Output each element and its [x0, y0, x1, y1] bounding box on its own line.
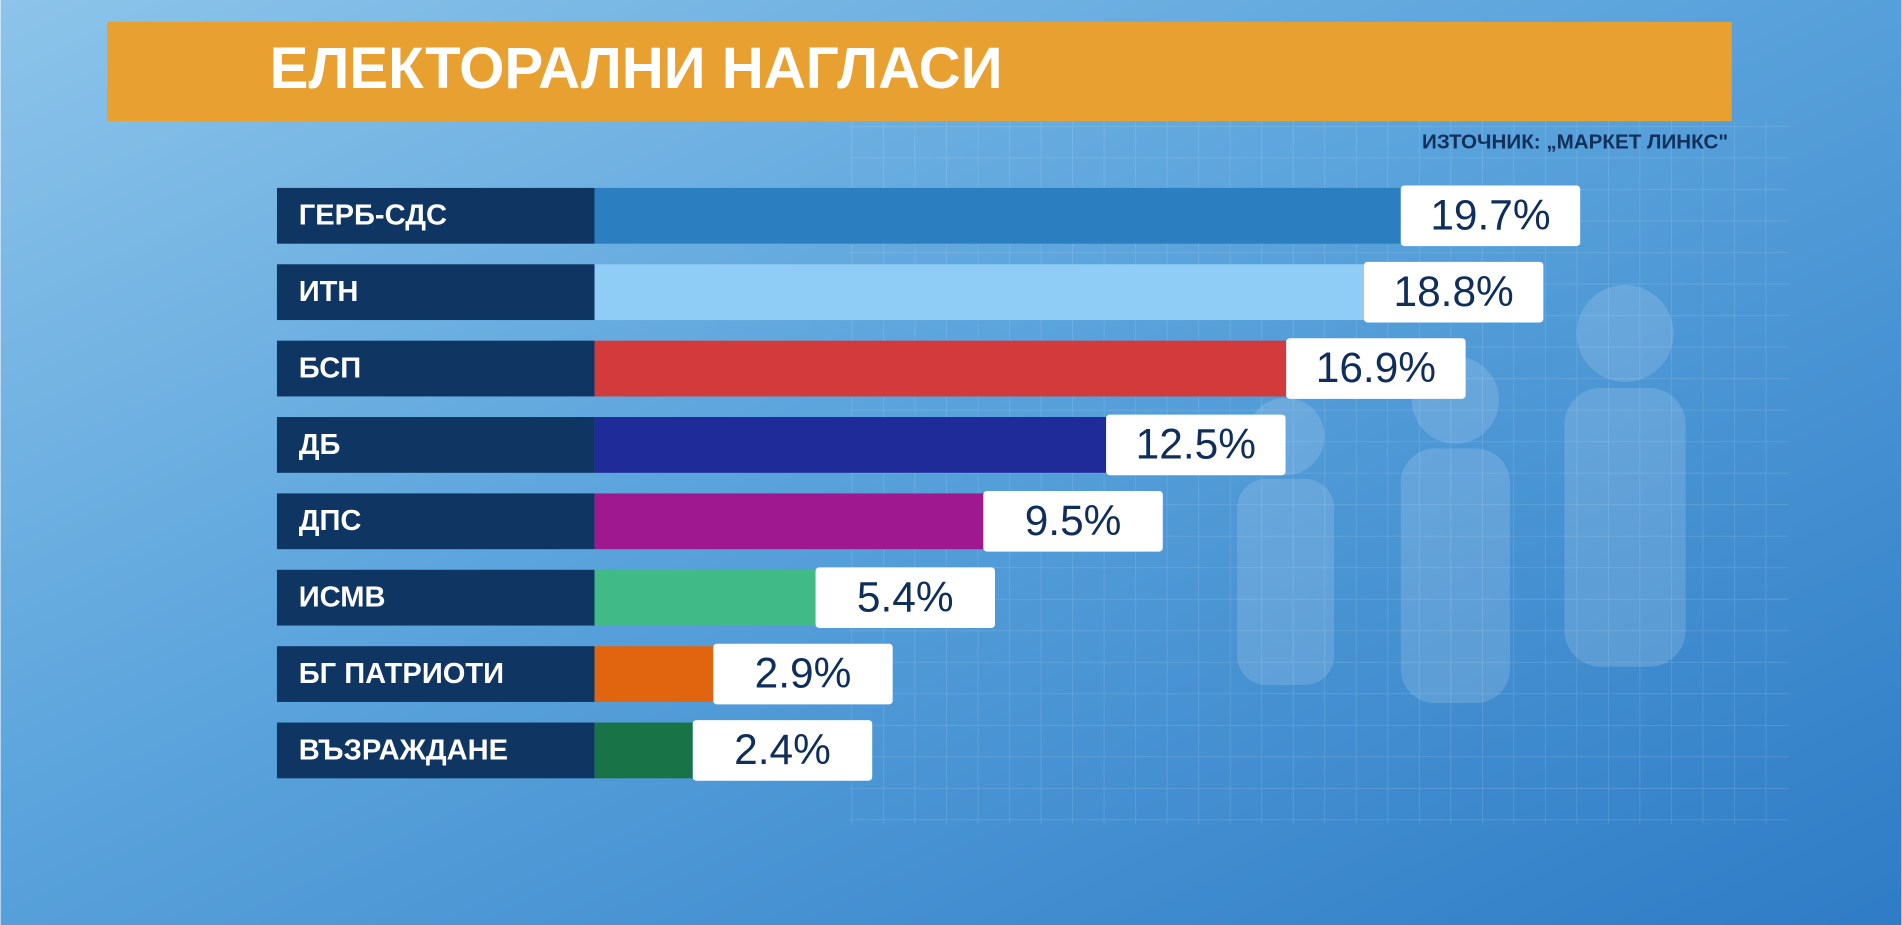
value-label: 12.5% [1136, 421, 1256, 468]
bar [594, 569, 816, 626]
category-box [276, 493, 595, 550]
bar [594, 493, 984, 550]
value-label: 5.4% [857, 573, 954, 620]
category-label: ИТН [299, 276, 359, 308]
value-label-box [1400, 185, 1581, 247]
bar [594, 646, 714, 702]
bar [594, 264, 1364, 321]
category-label: ИСМВ [299, 582, 386, 614]
value-label: 9.5% [1025, 497, 1122, 544]
value-label-box [713, 643, 893, 705]
value-label-box [1286, 338, 1466, 399]
value-label-box [692, 720, 873, 781]
category-label: БСП [299, 352, 361, 384]
value-label: 16.9% [1316, 344, 1436, 391]
value-label: 18.8% [1394, 268, 1514, 315]
bar [594, 417, 1107, 473]
title-bar [107, 21, 1732, 122]
category-box [276, 187, 595, 244]
value-label-box [983, 490, 1163, 552]
category-label: ВЪЗРАЖДАНЕ [299, 734, 508, 766]
value-label: 19.7% [1430, 191, 1550, 238]
category-box [276, 569, 595, 626]
value-label-box [815, 567, 995, 628]
value-label: 2.4% [734, 726, 831, 773]
category-box [276, 340, 595, 397]
chart-title: ЕЛЕКТОРАЛНИ НАГЛАСИ [270, 36, 1003, 101]
category-box [276, 646, 595, 702]
value-label: 2.9% [755, 650, 852, 697]
category-label: ДПС [299, 505, 362, 537]
category-label: ДБ [299, 429, 341, 461]
value-label-box [1106, 414, 1286, 476]
category-box [276, 417, 595, 473]
bar [594, 340, 1287, 397]
category-label: БГ ПАТРИОТИ [299, 658, 504, 690]
category-box [276, 722, 595, 779]
bar [594, 187, 1401, 244]
source-note: ИЗТОЧНИК: „МАРКЕТ ЛИНКС" [1422, 130, 1728, 153]
value-label-box [1363, 261, 1544, 323]
category-label: ГЕРБ-СДС [299, 200, 447, 232]
bar [594, 722, 693, 779]
category-box [276, 264, 595, 321]
